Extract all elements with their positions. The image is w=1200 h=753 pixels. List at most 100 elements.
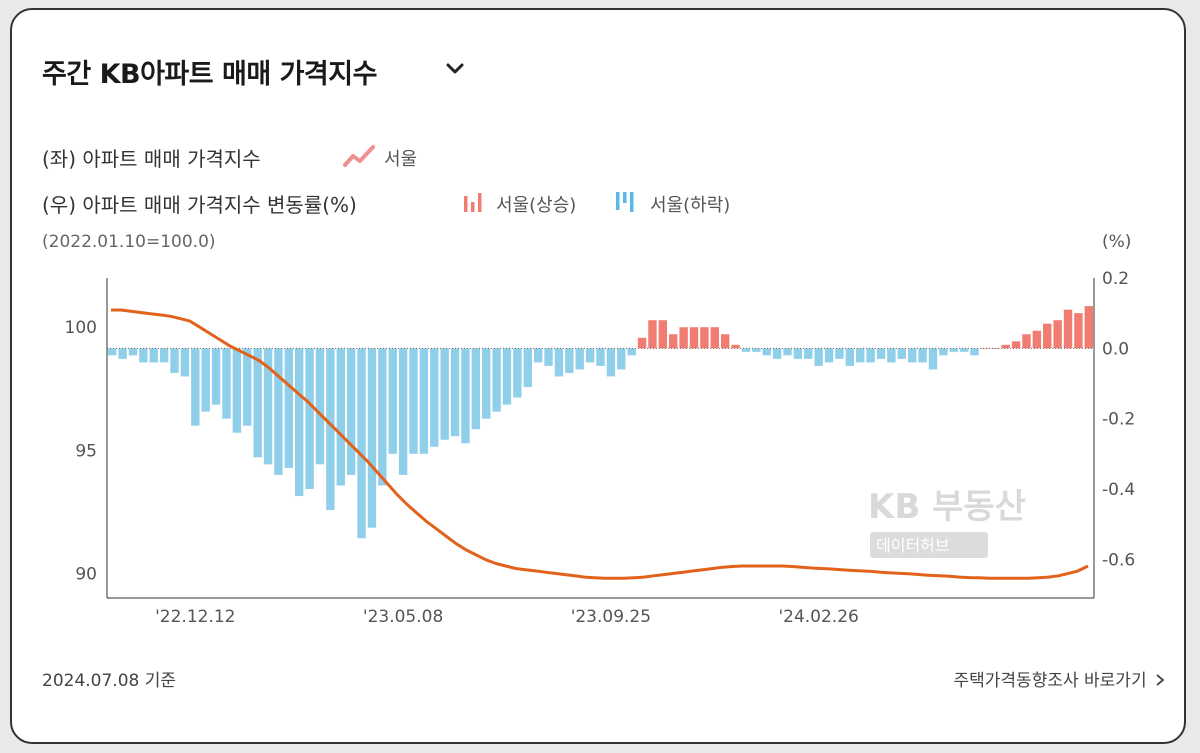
bar-34 xyxy=(461,348,470,444)
bar-4 xyxy=(149,348,158,363)
bar-49 xyxy=(617,348,626,370)
bar-3 xyxy=(139,348,148,363)
bar-45 xyxy=(575,348,584,370)
left-tick-2: 90 xyxy=(75,564,97,584)
bar-63 xyxy=(762,348,771,356)
bar-0 xyxy=(108,348,117,356)
bar-27 xyxy=(388,348,397,454)
bar-down-icon xyxy=(616,192,634,212)
bar-71 xyxy=(845,348,855,366)
page-title: 주간 KB아파트 매매 가격지수 xyxy=(42,59,377,90)
watermark-sub: 데이터허브 xyxy=(876,536,950,555)
bar-92 xyxy=(1063,309,1073,349)
bar-22 xyxy=(336,348,345,486)
bar-78 xyxy=(918,348,927,363)
right-tick-2: -0.2 xyxy=(1102,410,1135,430)
bar-55 xyxy=(679,327,688,349)
bar-61 xyxy=(741,348,751,352)
line-chart-icon xyxy=(343,145,375,167)
watermark: KB 부동산 데이터허브 xyxy=(868,487,1026,558)
bar-20 xyxy=(315,348,325,465)
bar-up-icon xyxy=(464,193,482,212)
bar-33 xyxy=(450,348,460,437)
bar-29 xyxy=(409,348,418,454)
bar-26 xyxy=(378,348,387,486)
bar-25 xyxy=(367,348,377,528)
base-index-note: (2022.01.10=100.0) xyxy=(42,232,216,252)
bar-38 xyxy=(502,348,512,405)
right-tick-3: -0.4 xyxy=(1102,480,1135,500)
survey-link[interactable]: 주택가격동향조사 바로가기 xyxy=(954,666,1167,691)
left-tick-1: 95 xyxy=(75,441,97,461)
right-tick-0: 0.2 xyxy=(1102,269,1129,289)
bar-7 xyxy=(180,348,190,377)
right-tick-1: 0.0 xyxy=(1102,339,1129,359)
bar-43 xyxy=(554,348,564,377)
bar-12 xyxy=(232,348,242,433)
bar-31 xyxy=(430,348,439,447)
bar-68 xyxy=(814,348,823,366)
bar-73 xyxy=(866,348,875,363)
bar-81 xyxy=(949,348,958,352)
bar-17 xyxy=(284,348,294,468)
chevron-down-icon[interactable] xyxy=(442,56,468,82)
legend-item-seoul-down: 서울(하락) xyxy=(650,195,731,216)
bar-79 xyxy=(928,348,938,370)
bar-21 xyxy=(326,348,335,511)
bar-58 xyxy=(710,327,719,349)
bar-2 xyxy=(128,348,138,356)
bar-89 xyxy=(1032,330,1042,349)
right-tick-4: -0.6 xyxy=(1102,550,1135,570)
bar-50 xyxy=(627,348,636,356)
bar-41 xyxy=(533,348,543,363)
legend-item-seoul: 서울 xyxy=(384,149,418,170)
bar-10 xyxy=(211,348,221,405)
bar-11 xyxy=(222,348,231,419)
bar-84 xyxy=(980,348,990,349)
bar-36 xyxy=(482,348,491,419)
axes: 100 95 90 0.2 0.0 -0.2 -0.4 -0.6 '22.12.12 '23.05… xyxy=(65,269,1136,627)
bar-19 xyxy=(305,348,314,489)
bar-46 xyxy=(585,348,595,363)
bar-28 xyxy=(398,348,408,475)
bar-32 xyxy=(440,348,449,440)
bar-30 xyxy=(419,348,429,454)
x-tick-2: '23.09.25 xyxy=(571,607,651,627)
bar-60 xyxy=(731,344,740,349)
bar-80 xyxy=(939,348,948,356)
bar-14 xyxy=(253,348,262,458)
bar-87 xyxy=(1011,341,1021,349)
bar-6 xyxy=(170,348,179,373)
bar-62 xyxy=(752,348,761,352)
bar-39 xyxy=(513,348,522,398)
bar-64 xyxy=(772,348,782,359)
bar-53 xyxy=(658,320,668,349)
bar-86 xyxy=(1001,344,1010,349)
watermark-brand: KB 부동산 xyxy=(868,487,1026,527)
bar-69 xyxy=(824,348,834,363)
right-axis-unit: (%) xyxy=(1102,232,1132,252)
bar-37 xyxy=(492,348,501,412)
bar-90 xyxy=(1043,323,1052,349)
bar-16 xyxy=(274,348,283,475)
bar-83 xyxy=(970,348,979,356)
bar-9 xyxy=(201,348,210,412)
bar-94 xyxy=(1084,306,1093,349)
bar-67 xyxy=(804,348,813,359)
bar-65 xyxy=(783,348,792,356)
bar-23 xyxy=(346,348,356,475)
bar-5 xyxy=(159,348,169,363)
bar-74 xyxy=(876,348,886,359)
as-of-date: 2024.07.08 기준 xyxy=(42,671,177,691)
legend-left-axis-label: (좌) 아파트 매매 가격지수 xyxy=(42,147,261,171)
bar-75 xyxy=(887,348,896,363)
bar-series xyxy=(108,306,1093,539)
bar-35 xyxy=(471,348,481,430)
chevron-right-icon xyxy=(1156,674,1165,686)
bar-66 xyxy=(793,348,803,359)
line-series xyxy=(111,308,1089,580)
bar-47 xyxy=(596,348,605,366)
bar-82 xyxy=(959,348,969,352)
index-line xyxy=(111,308,1089,580)
